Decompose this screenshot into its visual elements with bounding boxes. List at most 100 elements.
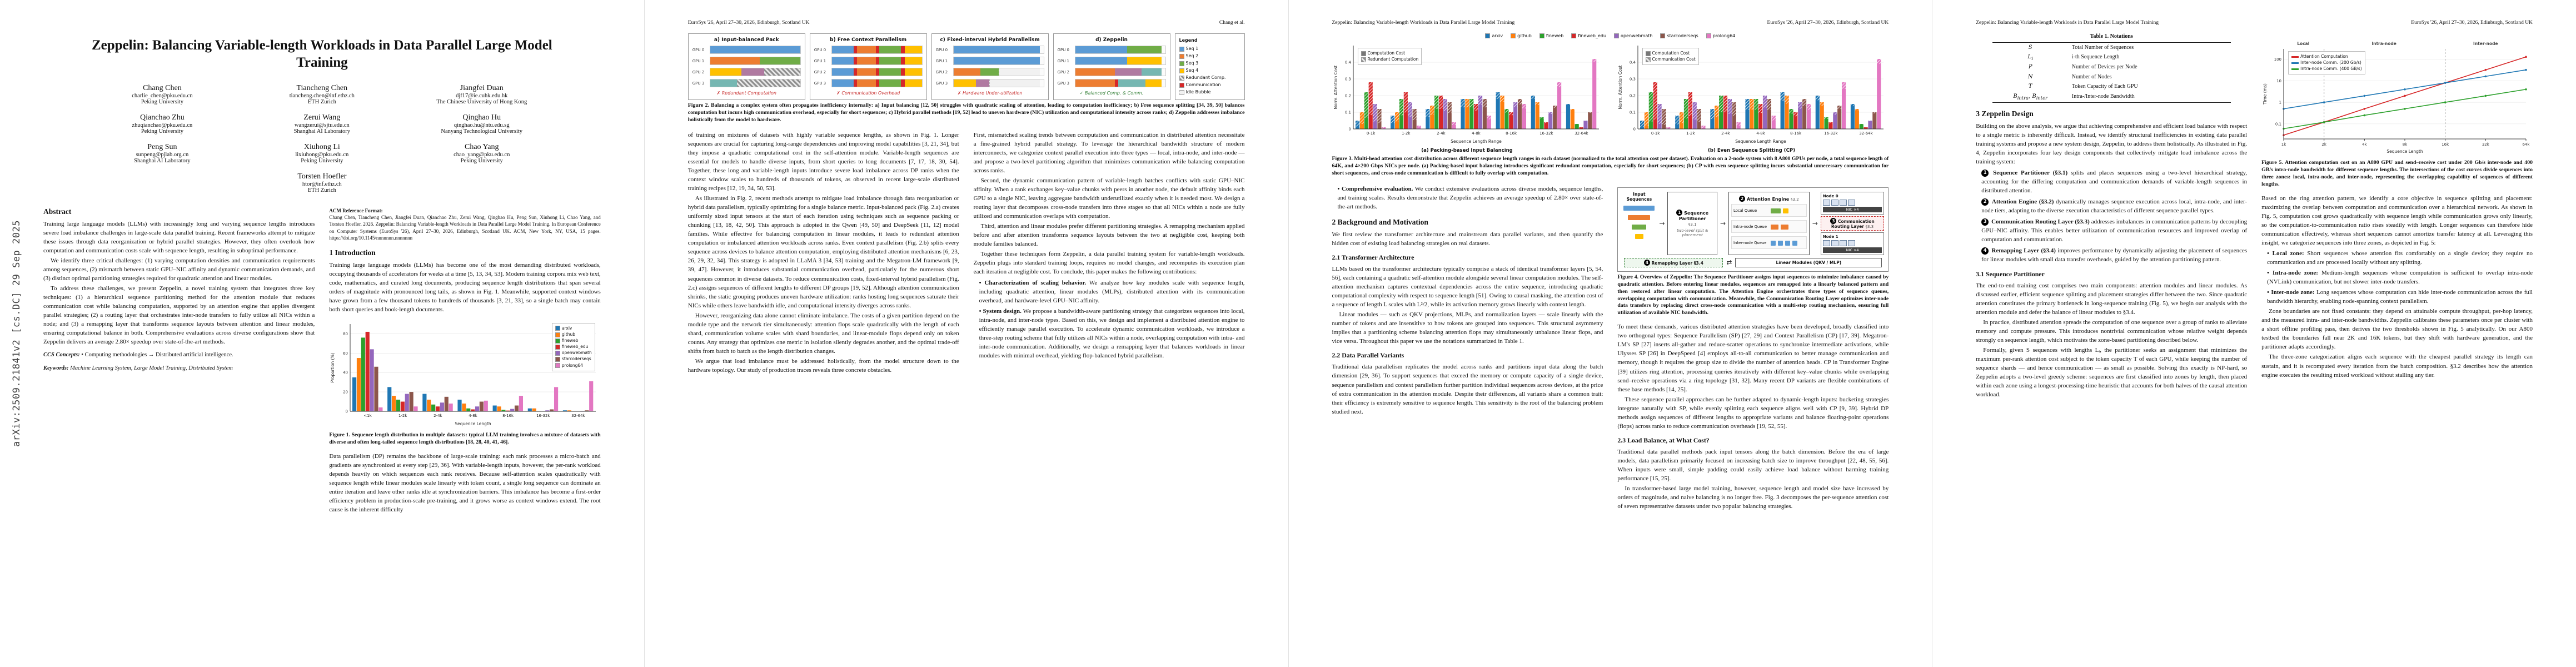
svg-text:1-2k: 1-2k	[1686, 131, 1695, 136]
svg-text:8-16k: 8-16k	[1506, 131, 1517, 136]
body-paragraph: We argue that load imbalance must be add…	[687, 357, 959, 374]
author-name: Torsten Hoefler	[297, 172, 347, 181]
gpu-icon	[1831, 240, 1838, 246]
design-item: 4 Remapping Layer (§3.4) improves perfor…	[1981, 247, 2248, 263]
section-2-3-heading: 2.3 Load Balance, at What Cost?	[1617, 436, 1710, 444]
author-name: Qinghao Hu	[462, 113, 501, 122]
author: Xiuhong Li lixiuhong@pku.edu.cn Peking Uni…	[242, 143, 402, 164]
author-affiliation: Peking University	[141, 128, 183, 135]
p2-right-column: First, mismatched scaling trends between…	[974, 130, 1245, 361]
seq-chip	[1628, 215, 1651, 220]
svg-text:4k: 4k	[2362, 142, 2367, 147]
svg-text:1: 1	[2279, 101, 2281, 105]
svg-text:0.4: 0.4	[1344, 61, 1351, 65]
p1-left-column: Abstract Training large language models …	[43, 207, 315, 373]
svg-text:0: 0	[1348, 127, 1351, 132]
circled-3-icon: 3	[1981, 218, 1989, 226]
body-paragraph: Based on the ring attention pattern, we …	[2261, 195, 2533, 246]
arrow-right-icon: →	[1659, 219, 1665, 227]
body-paragraph: These sequence parallel approaches can b…	[1617, 396, 1889, 430]
svg-text:0.1: 0.1	[2275, 122, 2281, 126]
circled-1-icon: 1	[1981, 169, 1989, 177]
running-title: Zeppelin: Balancing Variable-length Work…	[1332, 20, 1515, 26]
author-email: wangzerui@sjtu.edu.cn	[294, 122, 350, 128]
table-row: Li i-th Sequence Length	[2027, 54, 2120, 61]
author: Qianchao Zhu zhuqianchao@pku.edu.cn Peking…	[82, 113, 242, 135]
running-venue: EuroSys '26, April 27–30, 2026, Edinburg…	[687, 20, 810, 26]
svg-text:Sequence Length: Sequence Length	[455, 421, 491, 426]
fig3-chart-a: 0 0.1 0.2 0.3 0.4 0-1k 1-2k 2-4k 4-8k 8-16k 16-32k…	[1332, 40, 1602, 153]
figure-3: arxiv github fineweb fineweb_edu openwebmath…	[1332, 33, 1889, 177]
sequence-partitioner-box: 1 Sequence Partitioner §3.1 two-level sp…	[1667, 191, 1717, 255]
author-email: tiancheng.chen@inf.ethz.ch	[289, 92, 355, 99]
svg-text:1-2k: 1-2k	[398, 414, 407, 418]
gpu-icon	[1822, 240, 1830, 246]
p2-left-column: of training on mixtures of datasets with…	[688, 130, 959, 376]
node-0-box: Node 0 NIC ×4	[1820, 191, 1885, 215]
seq-chip	[1635, 233, 1643, 239]
svg-text:80: 80	[343, 332, 348, 336]
figure-4: Input Sequences → 1 Sequence Partitioner…	[1617, 187, 1889, 317]
gpu-icon	[1839, 199, 1847, 206]
seq-chip	[1632, 224, 1647, 230]
design-item: 1 Sequence Partitioner (§3.1) splits and…	[1981, 169, 2248, 195]
running-venue: EuroSys '26, April 27–30, 2026, Edinburg…	[2411, 20, 2533, 26]
body-paragraph: In transformer-based large model trainin…	[1617, 485, 1889, 510]
p1-right-column: ACM Reference Format: Chang Chen, Tianche…	[329, 207, 600, 515]
running-venue: EuroSys '26, April 27–30, 2026, Edinburg…	[1767, 20, 1889, 26]
p3-right-column: Input Sequences → 1 Sequence Partitioner…	[1617, 183, 1889, 512]
body-paragraph: In practice, distributed attention sprea…	[1976, 318, 2248, 344]
design-item: 3 Communication Routing Layer (§3.3) add…	[1981, 218, 2248, 243]
svg-text:4-8k: 4-8k	[1756, 131, 1765, 136]
svg-text:Norm. Attention Cost: Norm. Attention Cost	[1618, 65, 1623, 109]
figure-5-caption: Figure 5. Attention computation cost on …	[2261, 160, 2533, 187]
fig3-chart-b: 0 0.1 0.2 0.3 0.4 0-1k 1-2k 2-4k 4-8k 8-16k 16-32k…	[1617, 40, 1887, 153]
body-paragraph: Third, attention and linear modules pref…	[973, 223, 1245, 248]
fig2-diagram: a) Input-balanced Pack GPU 0 GPU 1 GPU 2 GPU…	[687, 33, 1245, 100]
author: Zerui Wang wangzerui@sjtu.edu.cn Shanghai …	[242, 113, 402, 135]
figure-4-caption: Figure 4. Overview of Zeppelin: The Sequ…	[1617, 273, 1889, 316]
figure-5: 0.1 1 10 100 1k 2k 4k 8k 16k 32k 64k Local Intra-nod…	[2261, 38, 2533, 188]
svg-text:20: 20	[343, 390, 348, 394]
abstract-heading: Abstract	[43, 207, 72, 216]
svg-text:0.3: 0.3	[1344, 77, 1351, 82]
abstract-paragraph: Training large language models (LLMs) wi…	[43, 220, 315, 254]
author-name: Zerui Wang	[303, 113, 341, 122]
section-2-1-heading: 2.1 Transformer Architecture	[1332, 253, 1414, 261]
svg-text:Intra-node: Intra-node	[2371, 41, 2396, 46]
intro-paragraph: Training large language models (LLMs) ha…	[329, 261, 601, 313]
figure-3-caption: Figure 3. Multi-head attention cost dist…	[1332, 156, 1889, 176]
p3-left-column: • Comprehensive evaluation. We conduct e…	[1332, 183, 1603, 417]
table-1-caption: Table 1. Notations	[2090, 33, 2133, 39]
fig4-main-row: Input Sequences → 1 Sequence Partitioner…	[1622, 191, 1885, 255]
author-name: Xiuhong Li	[303, 142, 340, 151]
svg-text:2-4k: 2-4k	[434, 414, 442, 418]
svg-text:32k: 32k	[2482, 142, 2490, 147]
author-affiliation: Peking University	[460, 157, 503, 164]
remapping-layer-band: 4 Remapping Layer §3.4	[1624, 257, 1723, 267]
fig2-panel: d) Zeppelin GPU 0 GPU 1 GPU 2 GPU 3 ✓ Balance…	[1053, 33, 1170, 100]
table-row: S Total Number of Sequences	[1992, 42, 2231, 53]
svg-text:4-8k: 4-8k	[1472, 131, 1481, 136]
notations-table: S Total Number of Sequences Li i-th Sequen…	[1992, 42, 2231, 103]
zone-bullet: • Intra-node zone: Medium-length sequenc…	[2267, 270, 2533, 286]
svg-text:1k: 1k	[2281, 142, 2286, 147]
svg-text:16k: 16k	[2442, 142, 2449, 147]
svg-text:60: 60	[343, 351, 348, 356]
svg-text:Sequence Length: Sequence Length	[2387, 149, 2423, 154]
nic-bar: NIC ×4	[1822, 206, 1882, 212]
contribution-bullet: • Comprehensive evaluation. We conduct e…	[1337, 185, 1603, 210]
zone-bullet: • Local zone: Short sequences whose atte…	[2267, 250, 2533, 266]
p4-left-column: Table 1. Notations S Total Number of Sequ…	[1976, 33, 2247, 400]
page-3: Zeppelin: Balancing Variable-length Work…	[1288, 0, 1932, 667]
arrow-both-icon: ⇄	[1726, 258, 1732, 267]
circled-4-icon: 4	[1981, 247, 1989, 255]
fig4-architecture-diagram: Input Sequences → 1 Sequence Partitioner…	[1617, 187, 1889, 272]
author-email: djf17@ie.cuhk.edu.hk	[456, 92, 508, 99]
body-paragraph: The three-zone categorization aligns eac…	[2261, 354, 2533, 379]
svg-text:100: 100	[2274, 57, 2281, 62]
svg-text:64k: 64k	[2523, 142, 2530, 147]
contribution-bullet: • Characterization of scaling behavior. …	[979, 279, 1245, 304]
running-title: Zeppelin: Balancing Variable-length Work…	[1976, 20, 2159, 26]
